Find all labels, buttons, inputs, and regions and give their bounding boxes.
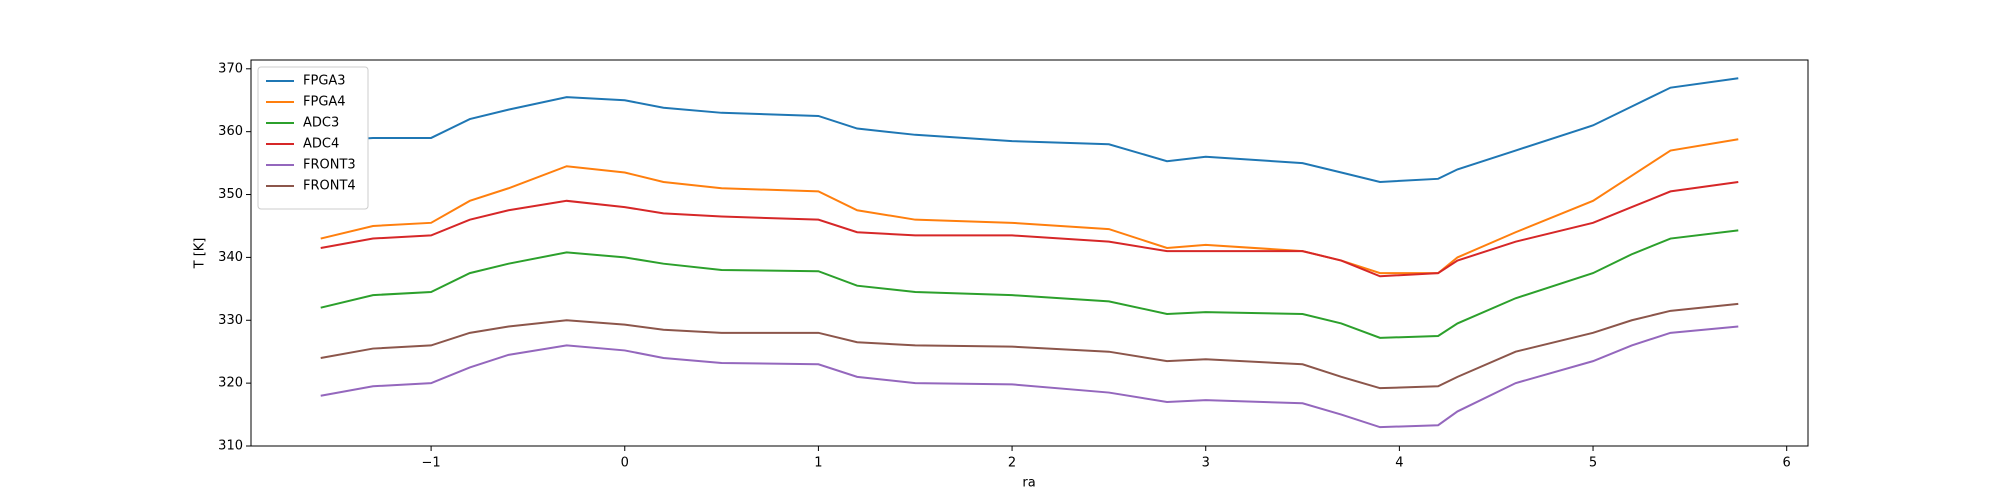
legend-label: FPGA4 bbox=[303, 95, 346, 110]
y-tick-label: 360 bbox=[218, 124, 243, 139]
y-tick-label: 330 bbox=[218, 313, 243, 328]
x-tick-label: 5 bbox=[1589, 456, 1597, 471]
series-line bbox=[320, 325, 1739, 429]
legend-label: FRONT4 bbox=[303, 179, 356, 194]
legend: FPGA3 FPGA4 ADC3 ADC4 FRONT3 FRONT4 bbox=[257, 66, 369, 210]
series-line bbox=[320, 180, 1739, 278]
x-tick-label: 0 bbox=[621, 456, 629, 471]
series-line bbox=[320, 77, 1739, 183]
y-tick-label: 320 bbox=[218, 376, 243, 391]
y-tick-label: 350 bbox=[218, 187, 243, 202]
y-tick-label: 310 bbox=[218, 439, 243, 454]
series-line bbox=[320, 302, 1739, 390]
y-tick-label: 340 bbox=[218, 250, 243, 265]
legend-label: ADC4 bbox=[303, 137, 339, 152]
series-line bbox=[320, 229, 1739, 339]
legend-label: ADC3 bbox=[303, 116, 339, 131]
x-tick-label: 4 bbox=[1395, 456, 1403, 471]
y-axis-label: T [K] bbox=[193, 238, 208, 270]
y-tick-label: 370 bbox=[218, 61, 243, 76]
x-tick-label: 3 bbox=[1202, 456, 1210, 471]
x-tick-label: 6 bbox=[1783, 456, 1791, 471]
x-tick-label: 1 bbox=[814, 456, 822, 471]
x-axis-label: ra bbox=[1022, 476, 1035, 491]
x-tick-label: 2 bbox=[1008, 456, 1016, 471]
series-line bbox=[320, 138, 1739, 275]
x-tick-label: −1 bbox=[422, 456, 441, 471]
legend-label: FPGA3 bbox=[303, 74, 346, 89]
plot-frame bbox=[250, 59, 1809, 447]
legend-label: FRONT3 bbox=[303, 158, 356, 173]
